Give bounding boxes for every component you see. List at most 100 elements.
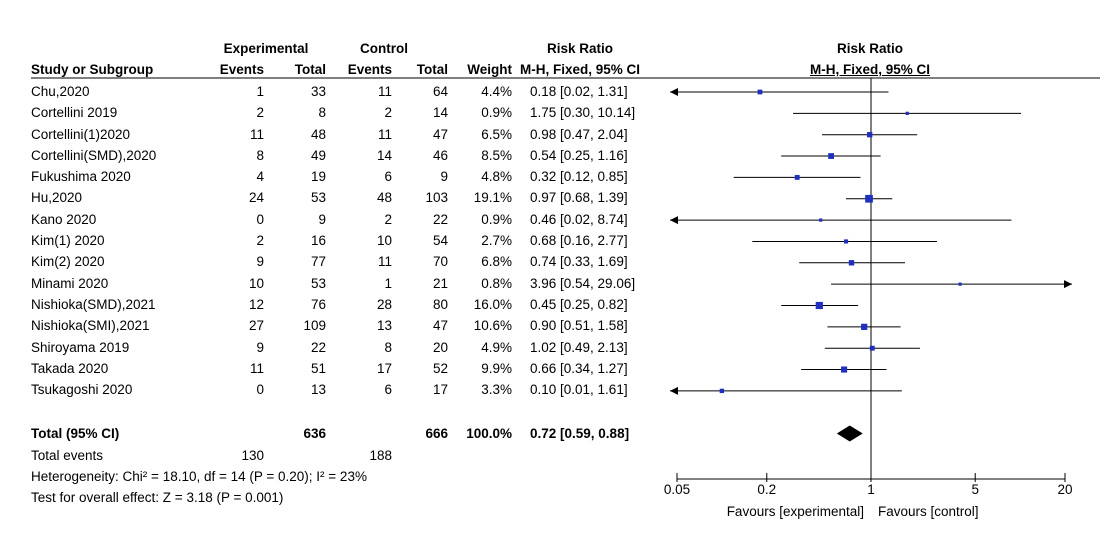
- study-name: Kim(1) 2020: [31, 233, 105, 248]
- ctl-total: 47: [432, 127, 448, 142]
- risk-ratio-ci: 0.68 [0.16, 2.77]: [530, 233, 628, 248]
- col-header-exp-total: Total: [294, 62, 326, 77]
- risk-ratio-ci: 0.74 [0.33, 1.69]: [530, 254, 628, 269]
- ctl-events: 14: [376, 148, 392, 163]
- ctl-events: 11: [377, 84, 392, 99]
- ctl-total: 9: [440, 169, 448, 184]
- axis-tick-label: 0.05: [663, 482, 691, 497]
- study-name: Fukushima 2020: [31, 169, 131, 184]
- ctl-events: 2: [384, 105, 392, 120]
- ctl-total: 21: [432, 276, 448, 291]
- point-estimate-marker: [794, 174, 800, 180]
- point-estimate-marker: [843, 239, 849, 244]
- ctl-total: 47: [432, 318, 448, 333]
- exp-events: 2: [256, 105, 264, 120]
- pooled-effect-diamond: [836, 425, 863, 442]
- weight: 8.5%: [481, 148, 512, 163]
- total-events-exp: 130: [241, 448, 264, 463]
- exp-events: 11: [249, 361, 264, 376]
- exp-total: 8: [318, 105, 326, 120]
- weight: 19.1%: [473, 190, 512, 205]
- axis-tick-label: 1: [867, 482, 875, 497]
- weight: 4.4%: [481, 84, 512, 99]
- ctl-events: 17: [376, 361, 392, 376]
- exp-total: 77: [310, 254, 326, 269]
- col-header-ctl-events: Events: [347, 62, 392, 77]
- risk-ratio-ci: 0.97 [0.68, 1.39]: [530, 190, 628, 205]
- exp-total: 49: [310, 148, 326, 163]
- total-ctl-total: 666: [425, 426, 448, 441]
- ctl-events: 1: [384, 276, 392, 291]
- ctl-total: 52: [432, 361, 448, 376]
- weight: 9.9%: [481, 361, 512, 376]
- risk-ratio-ci: 0.66 [0.34, 1.27]: [530, 361, 628, 376]
- point-estimate-marker: [828, 153, 834, 159]
- ctl-events: 28: [376, 297, 392, 312]
- point-estimate-marker: [869, 345, 875, 351]
- risk-ratio-table-header: Risk Ratio: [546, 41, 614, 56]
- col-header-exp-events: Events: [219, 62, 264, 77]
- study-name: Kim(2) 2020: [31, 254, 105, 269]
- col-header-method-table: M-H, Fixed, 95% CI: [520, 62, 641, 77]
- exp-events: 0: [256, 382, 264, 397]
- risk-ratio-ci: 0.18 [0.02, 1.31]: [530, 84, 628, 99]
- exp-events: 10: [248, 276, 264, 291]
- weight: 6.5%: [481, 127, 512, 142]
- study-name: Minami 2020: [31, 276, 109, 291]
- exp-events: 12: [248, 297, 264, 312]
- exp-total: 48: [310, 127, 326, 142]
- ctl-events: 6: [384, 382, 392, 397]
- ctl-events: 11: [377, 254, 392, 269]
- point-estimate-marker: [848, 260, 855, 266]
- risk-ratio-ci: 1.75 [0.30, 10.14]: [530, 105, 636, 120]
- point-estimate-marker: [861, 323, 868, 330]
- weight: 4.8%: [481, 169, 512, 184]
- point-estimate-marker: [841, 366, 848, 373]
- point-estimate-marker: [757, 89, 763, 95]
- exp-total: 9: [318, 212, 326, 227]
- exp-total: 53: [310, 190, 326, 205]
- ctl-events: 8: [384, 340, 392, 355]
- ci-arrow-right: [1064, 280, 1072, 289]
- study-name: Nishioka(SMD),2021: [31, 297, 156, 312]
- ctl-total: 70: [432, 254, 448, 269]
- study-name: Hu,2020: [31, 190, 83, 205]
- col-header-weight: Weight: [467, 62, 512, 77]
- col-header-study: Study or Subgroup: [31, 62, 154, 77]
- risk-ratio-ci: 0.90 [0.51, 1.58]: [530, 318, 628, 333]
- ctl-events: 6: [384, 169, 392, 184]
- control-group-header: Control: [360, 41, 408, 56]
- total-exp-total: 636: [303, 426, 326, 441]
- exp-events: 4: [256, 169, 264, 184]
- ci-arrow-left: [670, 386, 678, 395]
- weight: 6.8%: [481, 254, 512, 269]
- ctl-total: 17: [432, 382, 448, 397]
- exp-events: 2: [256, 233, 264, 248]
- point-estimate-marker: [719, 388, 725, 394]
- ci-arrow-left: [670, 88, 678, 96]
- ctl-total: 46: [432, 148, 448, 163]
- ctl-events: 13: [376, 318, 392, 333]
- study-name: Nishioka(SMI),2021: [31, 318, 150, 333]
- point-estimate-marker: [905, 111, 909, 115]
- exp-events: 9: [256, 340, 264, 355]
- study-name: Shiroyama 2019: [31, 340, 130, 355]
- col-header-ctl-total: Total: [416, 62, 448, 77]
- ctl-events: 2: [384, 212, 392, 227]
- ctl-total: 103: [425, 190, 448, 205]
- exp-events: 8: [256, 148, 264, 163]
- weight: 16.0%: [473, 297, 512, 312]
- risk-ratio-ci: 0.45 [0.25, 0.82]: [530, 297, 628, 312]
- point-estimate-marker: [865, 194, 873, 203]
- exp-total: 22: [310, 340, 326, 355]
- exp-total: 13: [310, 382, 326, 397]
- ctl-events: 10: [376, 233, 392, 248]
- risk-ratio-plot-header: Risk Ratio: [836, 41, 904, 56]
- point-estimate-marker: [958, 282, 962, 286]
- risk-ratio-ci: 0.32 [0.12, 0.85]: [530, 169, 628, 184]
- exp-total: 53: [310, 276, 326, 291]
- weight: 3.3%: [481, 382, 512, 397]
- exp-total: 51: [310, 361, 326, 376]
- risk-ratio-ci: 1.02 [0.49, 2.13]: [530, 340, 628, 355]
